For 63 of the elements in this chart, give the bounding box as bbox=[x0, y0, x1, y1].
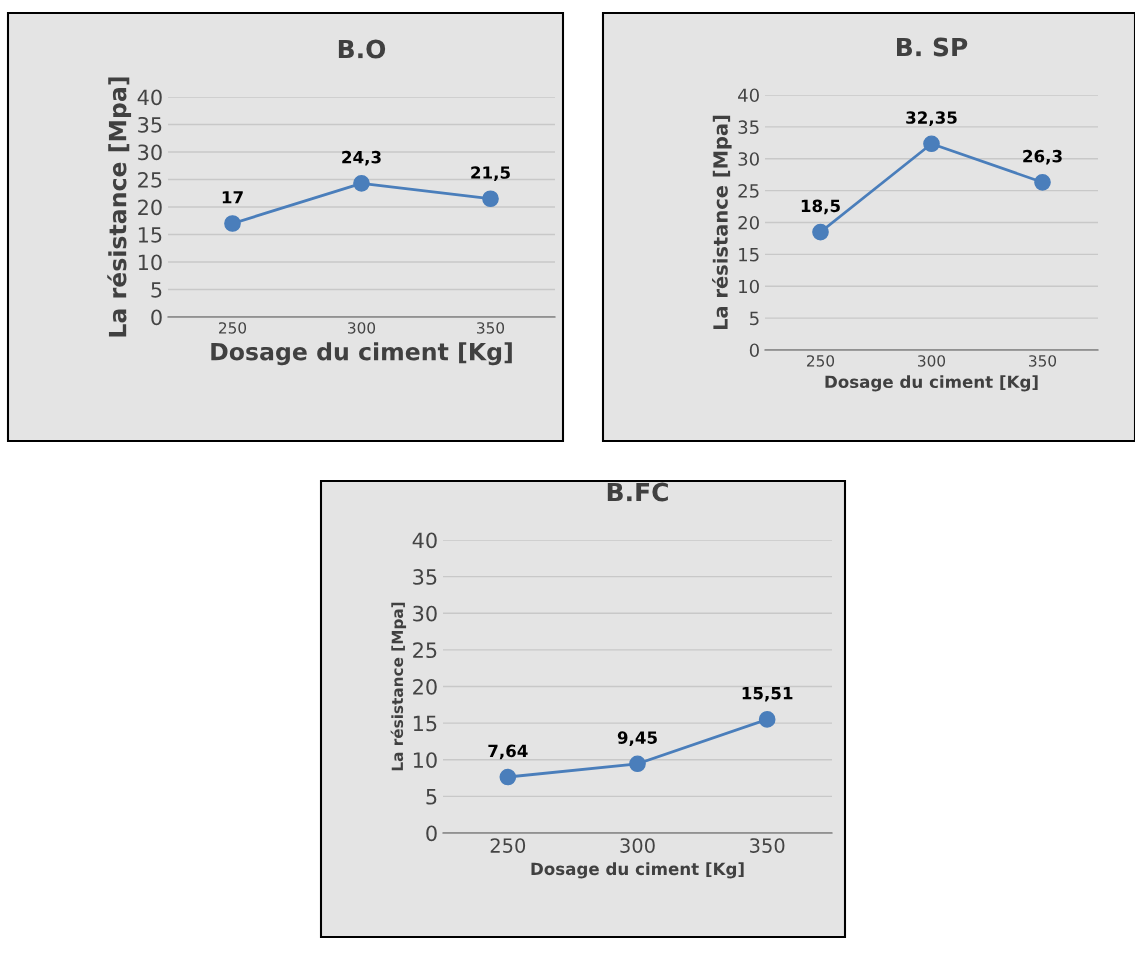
y-tick-label: 30 bbox=[413, 605, 437, 622]
point bbox=[353, 175, 370, 192]
y-tick-label: 15 bbox=[739, 248, 759, 262]
y-tick-label: 20 bbox=[138, 199, 162, 216]
x-axis-title: Dosage du ciment [Kg] bbox=[825, 375, 1038, 392]
x-tick-label: 250 bbox=[807, 355, 835, 367]
data-label: 21,5 bbox=[471, 166, 510, 181]
chart-title: B.FC bbox=[607, 482, 668, 502]
point bbox=[629, 755, 646, 773]
chart-title: B.O bbox=[338, 39, 386, 59]
y-axis-title: La résistance [Mpa] bbox=[712, 115, 732, 330]
data-label: 15,51 bbox=[742, 687, 793, 702]
y-tick-label: 30 bbox=[138, 144, 162, 161]
y-tick-label: 35 bbox=[413, 569, 437, 585]
y-tick-label: 35 bbox=[138, 116, 162, 133]
data-label: 24,3 bbox=[342, 150, 381, 166]
y-tick-label: 10 bbox=[413, 752, 437, 768]
point bbox=[758, 711, 776, 728]
data-label: 26,3 bbox=[1023, 149, 1062, 165]
y-tick-label: 40 bbox=[738, 88, 759, 103]
x-tick-label: 350 bbox=[477, 322, 505, 334]
y-tick-label: 20 bbox=[413, 678, 437, 695]
point bbox=[812, 223, 829, 241]
point bbox=[224, 215, 241, 232]
x-tick-label: 300 bbox=[620, 838, 655, 853]
y-tick-label: 15 bbox=[413, 715, 437, 732]
y-tick-label: 35 bbox=[738, 120, 759, 134]
y-tick-label: 15 bbox=[138, 227, 162, 243]
y-tick-label: 20 bbox=[738, 215, 759, 230]
y-tick-label: 0 bbox=[426, 825, 437, 842]
point bbox=[923, 135, 940, 153]
x-tick-label: 300 bbox=[918, 355, 946, 367]
data-label: 18,5 bbox=[801, 199, 840, 215]
point bbox=[482, 190, 499, 208]
x-tick-label: 250 bbox=[490, 838, 526, 853]
x-tick-label: 350 bbox=[1029, 355, 1057, 367]
y-tick-label: 5 bbox=[151, 282, 162, 298]
chart-title: B. SP bbox=[897, 37, 968, 57]
y-axis-title: La résistance [Mpa] bbox=[107, 77, 132, 337]
point bbox=[1034, 174, 1051, 191]
data-label: 32,35 bbox=[906, 111, 957, 126]
y-tick-label: 5 bbox=[750, 311, 759, 326]
data-label: 7,64 bbox=[488, 744, 528, 760]
y-tick-label: 25 bbox=[413, 642, 437, 659]
x-tick-label: 350 bbox=[750, 838, 785, 853]
y-tick-label: 40 bbox=[137, 89, 162, 106]
y-tick-label: 40 bbox=[412, 532, 437, 549]
x-axis-title: Dosage du ciment [Kg] bbox=[531, 862, 744, 879]
y-tick-label: 0 bbox=[151, 309, 162, 326]
y-tick-label: 5 bbox=[426, 789, 437, 805]
y-tick-label: 10 bbox=[739, 279, 759, 294]
data-label: 17 bbox=[222, 191, 243, 204]
y-tick-label: 0 bbox=[749, 343, 759, 358]
y-tick-label: 25 bbox=[738, 184, 759, 198]
y-tick-label: 25 bbox=[138, 171, 162, 188]
x-axis-title: Dosage du ciment [Kg] bbox=[211, 342, 512, 366]
x-tick-label: 300 bbox=[348, 322, 376, 334]
x-tick-label: 250 bbox=[219, 322, 247, 334]
y-axis-title: La résistance [Mpa] bbox=[390, 602, 407, 771]
data-label: 9,45 bbox=[617, 731, 657, 747]
y-tick-label: 30 bbox=[738, 152, 759, 166]
y-tick-label: 10 bbox=[138, 254, 162, 271]
point bbox=[499, 768, 517, 786]
